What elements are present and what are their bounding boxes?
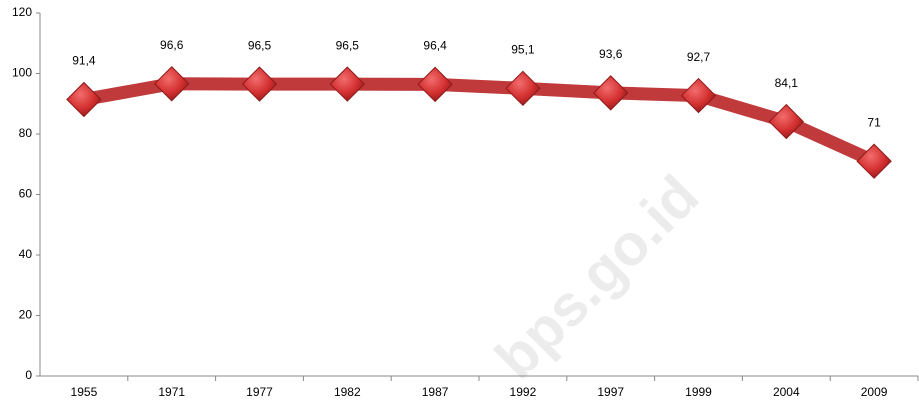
y-tick-label: 20: [19, 308, 33, 322]
y-tick-label: 60: [19, 187, 33, 201]
marker: [768, 103, 805, 140]
data-label: 71: [867, 115, 881, 129]
data-label: 96,4: [423, 39, 447, 53]
y-tick-label: 100: [12, 66, 32, 80]
data-label: 92,7: [687, 50, 711, 64]
marker: [856, 143, 892, 179]
marker: [66, 81, 102, 118]
x-tick-label: 1982: [334, 385, 361, 399]
marker: [680, 77, 717, 114]
x-tick-label: 1955: [71, 385, 98, 399]
watermark: bps.go.id: [483, 163, 711, 391]
x-tick-label: 1987: [422, 385, 449, 399]
y-tick-label: 120: [12, 5, 32, 19]
y-tick-label: 80: [19, 126, 33, 140]
data-label: 91,4: [72, 54, 96, 68]
marker: [329, 66, 366, 102]
y-tick-label: 40: [19, 247, 33, 261]
data-label: 84,1: [775, 76, 799, 90]
marker: [505, 70, 541, 107]
data-label: 96,5: [336, 38, 360, 52]
x-tick-label: 1997: [597, 385, 624, 399]
line: [77, 77, 881, 168]
marker: [417, 66, 453, 103]
x-tick-label: 2009: [861, 385, 888, 399]
x-tick-label: 1977: [246, 385, 273, 399]
marker: [241, 66, 278, 102]
data-label: 93,6: [599, 47, 623, 61]
x-tick-label: 1992: [510, 385, 537, 399]
marker: [592, 75, 629, 111]
x-tick-label: 1971: [158, 385, 185, 399]
x-tick-label: 2004: [773, 385, 800, 399]
data-label: 95,1: [511, 42, 535, 56]
data-label: 96,5: [248, 38, 272, 52]
marker: [153, 66, 190, 102]
data-label: 96,6: [160, 38, 184, 52]
y-tick-label: 0: [25, 368, 32, 382]
x-tick-label: 1999: [685, 385, 712, 399]
